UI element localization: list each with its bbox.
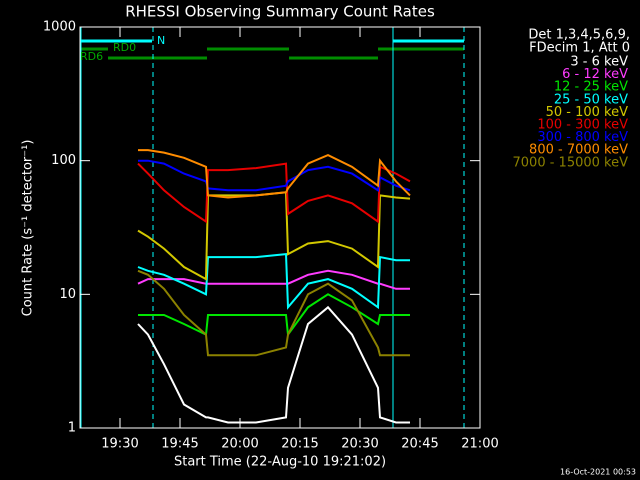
legend-entry: 300 - 800 keV: [537, 130, 628, 145]
series-line: [137, 252, 410, 310]
x-tick-label: 20:15: [281, 437, 318, 452]
legend-entry: 7000 - 15000 keV: [513, 155, 629, 170]
series-line: [138, 149, 411, 199]
annotation: N: [157, 34, 165, 47]
legend-entry: 50 - 100 keV: [546, 105, 629, 120]
y-axis-label: Count Rate (s⁻¹ detector⁻¹): [21, 140, 36, 317]
series-line: [137, 269, 410, 357]
x-tick-label: 19:45: [161, 437, 198, 452]
legend-entry: 6 - 12 keV: [562, 67, 628, 82]
series-line: [137, 191, 411, 281]
chart-title: RHESSI Observing Summary Count Rates: [125, 3, 435, 21]
x-tick-label: 21:00: [461, 437, 498, 452]
legend-entry: 25 - 50 keV: [554, 92, 628, 107]
legend-entry: 800 - 7000 keV: [529, 143, 628, 158]
y-tick-label: 1: [68, 421, 76, 436]
annotation: RD0: [113, 41, 136, 54]
mode-bars: [80, 27, 465, 428]
annotation: FDecim 1, Att 0: [529, 41, 630, 56]
y-tick-label: 100: [51, 153, 76, 168]
x-tick-label: 20:30: [341, 437, 378, 452]
legend-entry: 100 - 300 keV: [537, 118, 628, 133]
x-tick-label: 20:00: [221, 437, 258, 452]
series-line: [137, 305, 410, 424]
annotation: RD6: [80, 50, 103, 63]
timestamp: 16-Oct-2021 00:53: [560, 468, 636, 477]
x-tick-label: 19:30: [101, 437, 138, 452]
legend-entry: 3 - 6 keV: [570, 55, 628, 70]
y-tick-label: 1000: [43, 20, 76, 35]
series-line: [137, 269, 410, 290]
series-line: [137, 162, 411, 224]
legend-entry: 12 - 25 keV: [554, 80, 628, 95]
annotation: Det 1,3,4,5,6,9,: [528, 28, 630, 43]
x-axis-label: Start Time (22-Aug-10 19:21:02): [174, 455, 386, 470]
plot-frame: [79, 26, 481, 429]
y-tick-label: 10: [59, 287, 76, 302]
x-tick-label: 20:45: [401, 437, 438, 452]
series-line: [138, 293, 410, 338]
